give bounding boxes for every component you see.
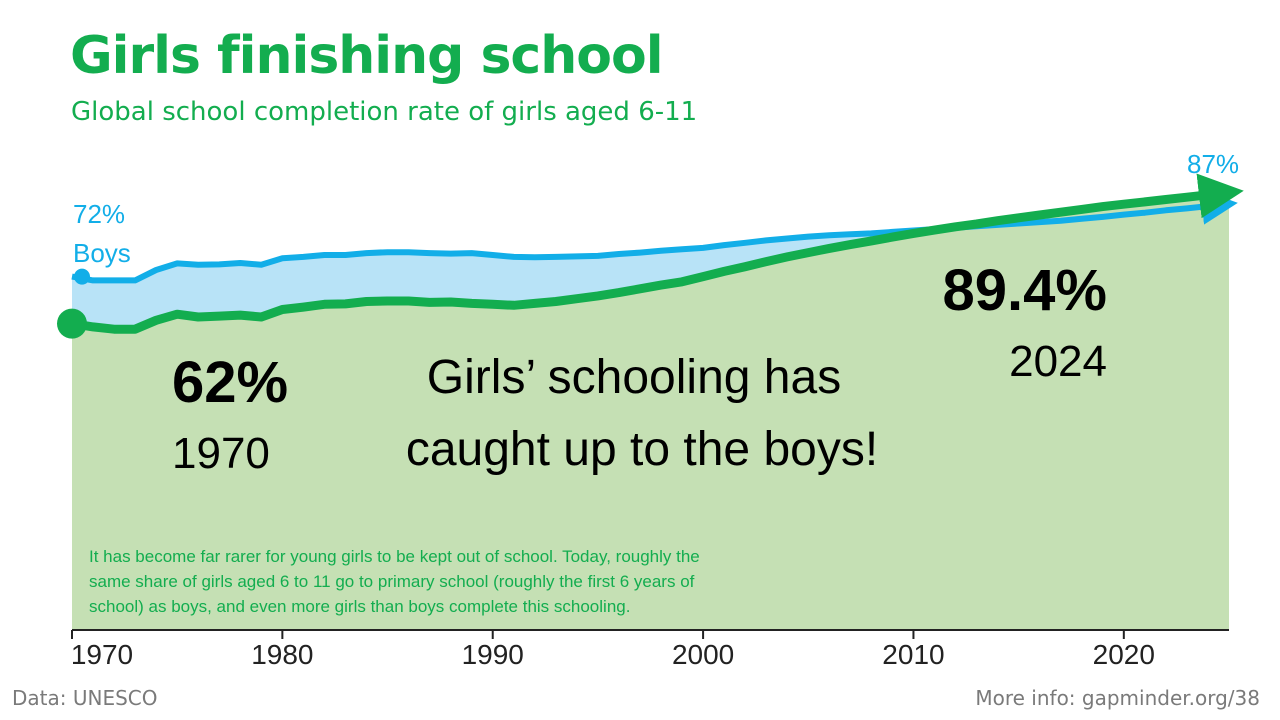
girls-start-year: 1970 <box>172 429 270 478</box>
boys-start-dot <box>74 268 90 285</box>
boys-start-value: 72% <box>73 199 125 229</box>
boys-end-value: 87% <box>1187 149 1239 179</box>
girls-start-dot <box>57 308 87 339</box>
x-tick-label: 1990 <box>462 639 524 670</box>
chart-title: Girls finishing school <box>70 26 664 86</box>
boys-line <box>71 188 1238 284</box>
note-line-2: same share of girls aged 6 to 11 go to p… <box>89 572 695 591</box>
x-axis-ticks: 1970 1980 1990 2000 2010 2020 <box>71 630 1155 670</box>
boys-label: Boys <box>73 238 131 268</box>
headline-line-2: caught up to the boys! <box>406 423 878 476</box>
girls-end-year: 2024 <box>1009 337 1107 386</box>
girls-start-value: 62% <box>172 350 288 415</box>
x-tick-label: 1970 <box>71 639 133 670</box>
girls-line <box>71 173 1244 334</box>
x-tick-label: 2010 <box>882 639 944 670</box>
headline-line-1: Girls’ schooling has <box>427 351 841 404</box>
x-tick-label: 2020 <box>1093 639 1155 670</box>
x-tick-label: 1980 <box>251 639 313 670</box>
note-line-3: school) as boys, and even more girls tha… <box>89 597 630 616</box>
chart-subtitle: Global school completion rate of girls a… <box>71 97 698 127</box>
x-tick-label: 2000 <box>672 639 734 670</box>
gap-area <box>72 229 935 330</box>
more-info-link[interactable]: More info: gapminder.org/38 <box>975 686 1260 710</box>
note-line-1: It has become far rarer for young girls … <box>89 547 700 566</box>
data-source: Data: UNESCO <box>12 686 158 710</box>
girls-end-value: 89.4% <box>943 258 1107 323</box>
girls-area <box>72 191 1229 631</box>
